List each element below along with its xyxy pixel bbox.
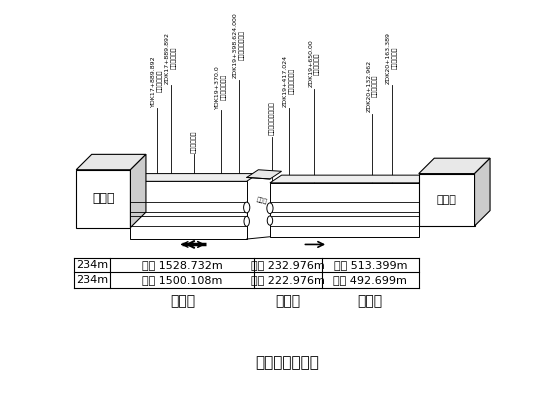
Polygon shape bbox=[270, 175, 431, 183]
Text: 左线 232.976m: 左线 232.976m bbox=[251, 260, 325, 270]
Text: 标段工程范围图: 标段工程范围图 bbox=[255, 355, 319, 370]
Polygon shape bbox=[130, 181, 247, 239]
Ellipse shape bbox=[244, 202, 250, 213]
Polygon shape bbox=[76, 155, 146, 170]
Text: 盾构段: 盾构段 bbox=[170, 294, 195, 308]
Polygon shape bbox=[130, 173, 258, 181]
Text: ZDK19+417.024
矿山接管点里程: ZDK19+417.024 矿山接管点里程 bbox=[283, 55, 295, 107]
Text: ZDK20+132.962
区间终点里程: ZDK20+132.962 区间终点里程 bbox=[366, 60, 378, 112]
Text: 矿山法: 矿山法 bbox=[256, 197, 268, 205]
Polygon shape bbox=[130, 155, 146, 228]
Ellipse shape bbox=[267, 216, 273, 225]
Text: 右线 1500.108m: 右线 1500.108m bbox=[142, 275, 222, 285]
Ellipse shape bbox=[267, 203, 273, 214]
Text: ZDK20+163.389
区间终点里程: ZDK20+163.389 区间终点里程 bbox=[386, 32, 398, 84]
Polygon shape bbox=[76, 170, 130, 228]
Polygon shape bbox=[474, 158, 490, 226]
Polygon shape bbox=[247, 170, 282, 179]
Text: YDK19+370.0
牛山主起点里程: YDK19+370.0 牛山主起点里程 bbox=[216, 65, 227, 109]
Text: 左线 513.399m: 左线 513.399m bbox=[334, 260, 407, 270]
Text: YDK17+889.892
区间终点里程: YDK17+889.892 区间终点里程 bbox=[151, 55, 162, 107]
Polygon shape bbox=[419, 158, 490, 173]
Text: 234m: 234m bbox=[76, 275, 108, 285]
Polygon shape bbox=[419, 173, 474, 226]
Text: ZDK19+398.624.000
中同矿开起点里程: ZDK19+398.624.000 中同矿开起点里程 bbox=[233, 12, 245, 78]
Text: 234m: 234m bbox=[76, 260, 108, 270]
Text: ZDK17+889.892
区间终点里程: ZDK17+889.892 区间终点里程 bbox=[165, 32, 176, 84]
Text: 矿山法路面画: 矿山法路面画 bbox=[191, 130, 197, 153]
Text: ZDK19+650.00
牛山终点里程: ZDK19+650.00 牛山终点里程 bbox=[309, 39, 320, 87]
Text: 盾构段: 盾构段 bbox=[358, 294, 383, 308]
Text: 西平站: 西平站 bbox=[92, 192, 115, 205]
Text: 右线 492.699m: 右线 492.699m bbox=[333, 275, 407, 285]
Text: 矿山段: 矿山段 bbox=[276, 294, 301, 308]
Text: 中国盾构机接收前程: 中国盾构机接收前程 bbox=[269, 101, 274, 135]
Ellipse shape bbox=[244, 216, 249, 226]
Text: 左线 222.976m: 左线 222.976m bbox=[251, 275, 325, 285]
Text: 左线 1528.732m: 左线 1528.732m bbox=[142, 260, 223, 270]
Polygon shape bbox=[270, 183, 419, 237]
Text: 蛤地站: 蛤地站 bbox=[437, 195, 456, 205]
